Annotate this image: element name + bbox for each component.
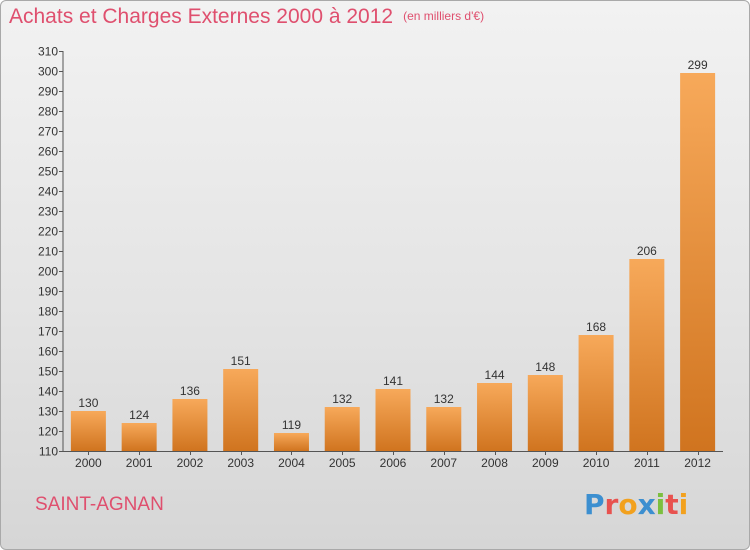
bar-value-label: 141 [383, 374, 403, 388]
y-tick-label: 290 [38, 85, 58, 99]
y-tick-label: 210 [38, 245, 58, 259]
bar-value-label: 168 [586, 320, 606, 334]
bar-value-label: 119 [282, 418, 301, 432]
bar-2010 [578, 335, 614, 451]
bar-2009 [527, 375, 563, 451]
y-tick-label: 120 [38, 425, 58, 439]
y-tick-label: 230 [38, 205, 58, 219]
x-tick-label: 2002 [177, 456, 204, 470]
bar-2012 [680, 73, 716, 451]
commune-name: SAINT-AGNAN [35, 494, 164, 515]
bar-2001 [121, 423, 157, 451]
bar-2002 [172, 399, 208, 451]
bar-2006 [375, 389, 411, 451]
logo-letter: i [678, 488, 689, 521]
x-tick-label: 2001 [126, 456, 153, 470]
bar-value-label: 148 [535, 360, 555, 374]
bar-value-label: 124 [129, 408, 149, 422]
bar-2005 [324, 407, 360, 451]
x-tick-label: 2009 [532, 456, 559, 470]
bar-2007 [426, 407, 462, 451]
y-tick-label: 110 [39, 445, 58, 459]
logo-letter: i [655, 488, 666, 521]
y-tick-label: 240 [38, 185, 58, 199]
bar-value-label: 132 [332, 392, 352, 406]
bar-2003 [223, 369, 259, 451]
bar-value-label: 132 [434, 392, 454, 406]
logo-letter: t [665, 488, 679, 521]
y-tick-label: 170 [38, 325, 58, 339]
x-tick-label: 2005 [329, 456, 356, 470]
x-tick-label: 2011 [634, 456, 660, 470]
y-tick-label: 250 [38, 165, 58, 179]
bar-value-label: 206 [637, 244, 657, 258]
y-tick-label: 140 [38, 385, 58, 399]
chart-title: Achats et Charges Externes 2000 à 2012 [9, 5, 394, 28]
y-tick-label: 160 [38, 345, 58, 359]
bar-value-label: 130 [78, 396, 98, 410]
y-tick-label: 270 [38, 125, 58, 139]
x-tick-label: 2010 [583, 456, 610, 470]
y-tick-label: 220 [38, 225, 58, 239]
x-tick-label: 2012 [684, 456, 711, 470]
y-tick-label: 310 [38, 45, 58, 59]
x-tick-label: 2007 [430, 456, 457, 470]
x-tick-label: 2008 [481, 456, 508, 470]
title-block: Achats et Charges Externes 2000 à 2012 (e… [9, 5, 484, 29]
bar-2004 [273, 433, 309, 451]
y-tick-label: 190 [38, 285, 58, 299]
logo-letter: P [584, 488, 605, 521]
bars: 130 124 136 151 119 132 141 132 144 148 168 206 299 [70, 58, 716, 451]
logo-letter: o [618, 488, 638, 521]
logo-letter: r [604, 488, 619, 521]
bar-value-label: 136 [180, 384, 200, 398]
x-tick-label: 2000 [75, 456, 102, 470]
bar-2000 [70, 411, 106, 451]
y-tick-label: 200 [38, 265, 58, 279]
y-tick-label: 180 [38, 305, 58, 319]
x-tick-label: 2004 [278, 456, 305, 470]
x-axis: 2000 2001 2002 2003 2004 2005 2006 2007 2008 2009… [63, 451, 723, 470]
chart-unit: (en milliers d'€) [403, 9, 485, 23]
bar-value-label: 151 [231, 354, 251, 368]
y-axis: 110 120 130 140 150 160 170 180 190 200 210 220 230 2… [38, 45, 64, 459]
y-tick-label: 150 [38, 365, 58, 379]
bar-value-label: 144 [485, 368, 505, 382]
bar-2011 [629, 259, 665, 451]
y-tick-label: 130 [38, 405, 58, 419]
y-tick-label: 260 [38, 145, 58, 159]
y-tick-label: 280 [38, 105, 58, 119]
bar-value-label: 299 [688, 58, 708, 72]
x-tick-label: 2006 [380, 456, 407, 470]
logo-letter: x [637, 488, 656, 521]
x-tick-label: 2003 [227, 456, 254, 470]
bar-2008 [477, 383, 513, 451]
y-tick-label: 300 [38, 65, 58, 79]
proxiti-logo[interactable]: Proxiti [584, 488, 688, 521]
